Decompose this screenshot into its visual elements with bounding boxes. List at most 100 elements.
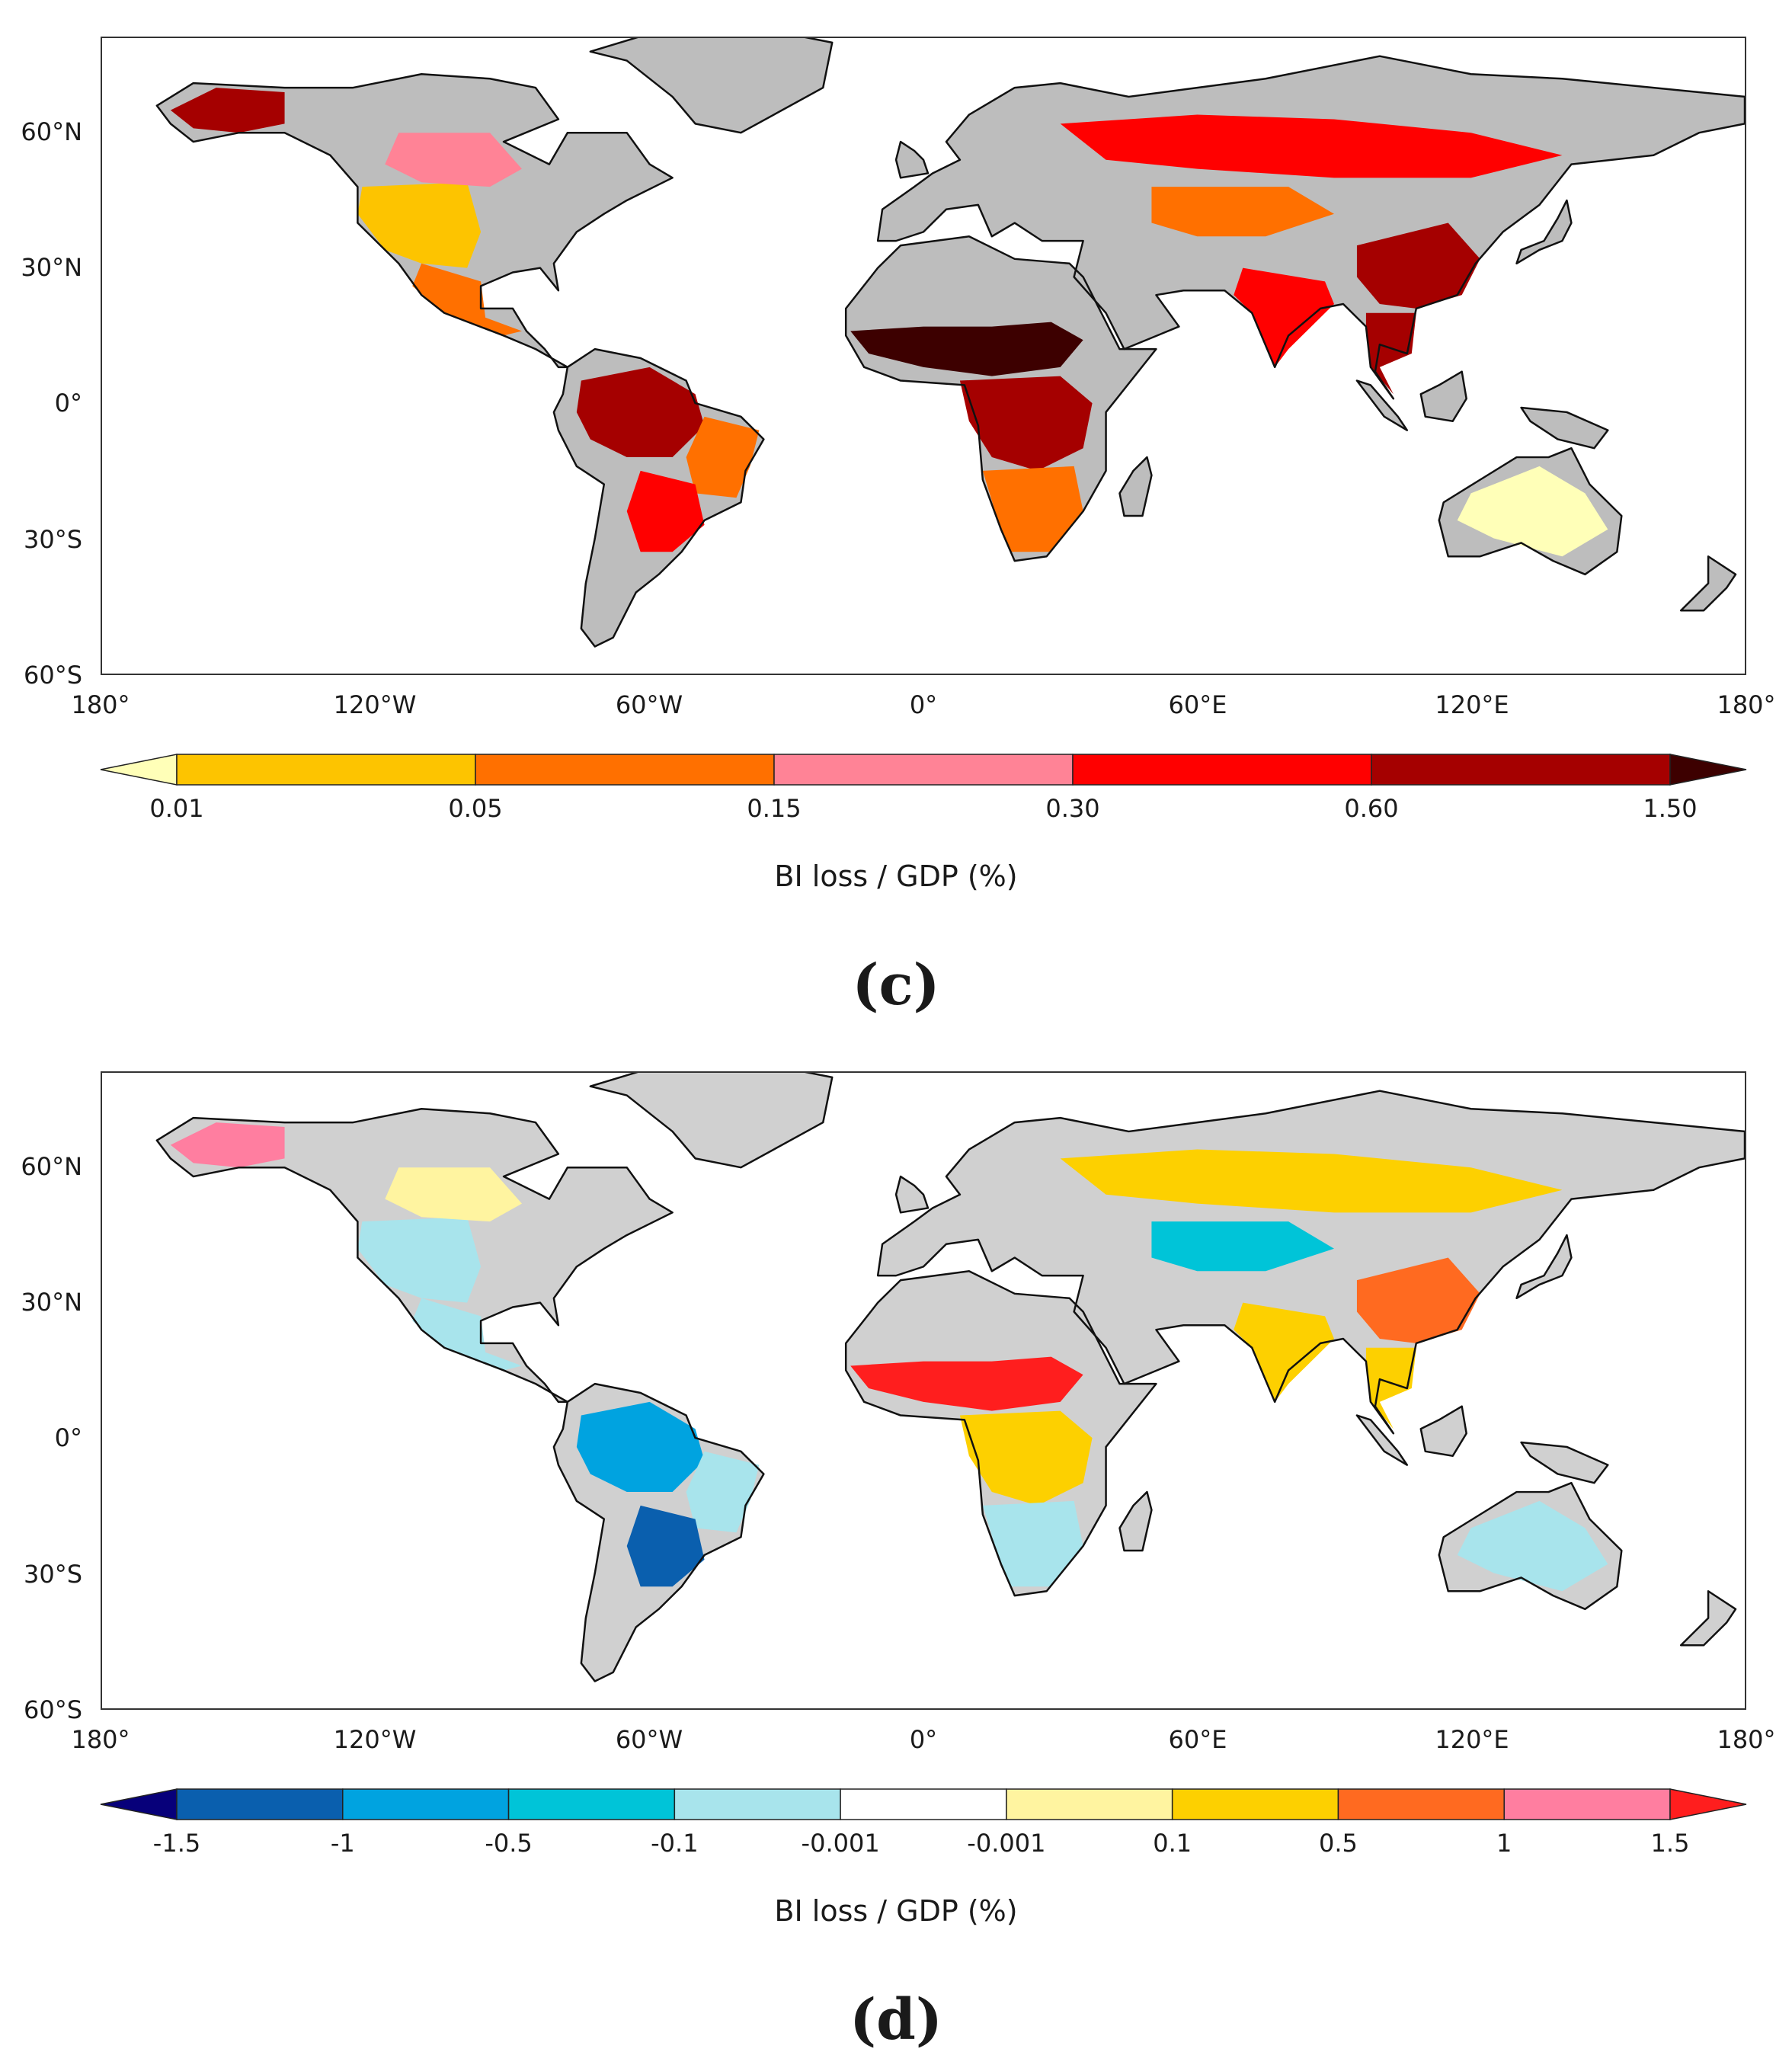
lon-label: 120°W (333, 1725, 417, 1754)
lat-label: 60°N (21, 1151, 82, 1181)
panel-letter: (c) (852, 952, 940, 1018)
colorbar-bin (1072, 754, 1372, 786)
region-india (1234, 1302, 1334, 1402)
colorbar-bin (176, 1788, 344, 1820)
colorbar-bin (674, 1788, 841, 1820)
colorbar-bin (840, 1788, 1007, 1820)
land-japan (1516, 1234, 1572, 1298)
region-southern-africa (982, 1500, 1083, 1587)
land-new-guinea (1521, 407, 1608, 449)
region-central-africa (959, 1410, 1093, 1506)
lat-label: 30°S (23, 1559, 82, 1589)
map-frame (101, 1071, 1746, 1710)
land-madagascar (1119, 1492, 1152, 1551)
region-central-asia (1151, 187, 1334, 237)
lat-label: 60°S (23, 661, 82, 690)
colorbar-tick-label: 1.50 (1643, 794, 1698, 823)
region-layer (170, 88, 1608, 557)
coastline-australia (1438, 1481, 1623, 1611)
region-southeast-asia (1365, 312, 1416, 395)
colorbar-tick-label: 0.30 (1045, 794, 1100, 823)
colorbar-tick-label: -0.001 (801, 1829, 880, 1858)
region-russia (1060, 1149, 1563, 1213)
coastline-borneo (1419, 370, 1467, 423)
colorbar-bin (1503, 1788, 1671, 1820)
lat-label: 30°S (23, 524, 82, 554)
lon-label: 60°W (615, 690, 683, 719)
region-india (1234, 267, 1334, 367)
region-amazon (576, 367, 705, 458)
region-sahel (850, 322, 1083, 376)
region-southern-africa (982, 466, 1083, 552)
colorbar-bin (342, 1788, 510, 1820)
land-greenland (590, 38, 833, 133)
panel-letter: (d) (850, 1987, 942, 2053)
region-amazon (576, 1401, 705, 1493)
coastline-japan (1515, 199, 1573, 265)
colorbar-bin (1337, 1788, 1505, 1820)
colorbar-tick-label: 0.05 (448, 794, 503, 823)
lon-label: 180° (1717, 1725, 1776, 1754)
colorbar-tick-label: -1 (330, 1829, 355, 1858)
land-uk (896, 1176, 928, 1213)
colorbar-graphic (100, 1788, 1747, 1820)
world-map (155, 38, 1745, 648)
lon-label: 60°E (1168, 690, 1227, 719)
coastline-sumatra (1355, 379, 1409, 431)
region-russia (1060, 114, 1563, 178)
lat-label: 60°S (23, 1695, 82, 1724)
colorbar (100, 1788, 1747, 1820)
region-central-canada (385, 1167, 522, 1222)
region-china (1356, 222, 1480, 309)
coastline-new-guinea (1520, 406, 1609, 450)
colorbar-bin (507, 1788, 676, 1820)
lon-label: 120°W (333, 690, 417, 719)
colorbar-label: BI loss / GDP (%) (774, 859, 1018, 893)
colorbar-bin (1006, 1788, 1173, 1820)
colorbar-tick-label: 0.1 (1153, 1829, 1192, 1858)
lon-label: 0° (909, 690, 938, 719)
colorbar-tick-label: -0.1 (651, 1829, 699, 1858)
coastline-new-zealand (1679, 1589, 1737, 1647)
lon-label: 120°E (1435, 690, 1509, 719)
coastline-sumatra (1355, 1414, 1409, 1466)
colorbar-bin (773, 754, 1074, 786)
region-australia (1457, 466, 1608, 557)
colorbar-tick-label: 0.60 (1344, 794, 1399, 823)
colorbar-tick-label: 1.5 (1650, 1829, 1690, 1858)
land-borneo (1420, 1406, 1467, 1456)
coastline-north-america (155, 1108, 674, 1404)
region-mexico (412, 263, 522, 336)
coastline-africa (844, 1270, 1157, 1597)
region-mexico (412, 1298, 522, 1371)
coastline-layer (155, 1073, 1745, 1682)
coastline-japan (1515, 1234, 1573, 1300)
coastline-greenland (589, 38, 834, 134)
coastline-uk (894, 1175, 930, 1214)
coastline-australia (1438, 447, 1623, 576)
coastline-eurasia (876, 55, 1745, 400)
lon-label: 60°W (615, 1725, 683, 1754)
coastline-uk (894, 140, 930, 179)
colorbar-tick-label: -0.5 (485, 1829, 533, 1858)
coastline-new-zealand (1679, 555, 1737, 612)
region-central-canada (385, 133, 522, 187)
lon-label: 180° (1717, 690, 1776, 719)
colorbar-bin (1371, 754, 1671, 786)
coastline-eurasia (876, 1090, 1745, 1435)
coastline-madagascar (1118, 1490, 1153, 1552)
colorbar-extend-high (1669, 754, 1747, 786)
coastline-layer (155, 38, 1745, 648)
lon-label: 60°E (1168, 1725, 1227, 1754)
region-eastern-brazil (686, 416, 760, 498)
region-eastern-brazil (686, 1451, 760, 1533)
region-southeast-asia (1365, 1347, 1416, 1429)
lat-label: 0° (54, 389, 82, 418)
lat-label: 0° (54, 1423, 82, 1453)
colorbar-extend-low (100, 754, 178, 786)
world-map (155, 1073, 1745, 1682)
region-sahel (850, 1356, 1083, 1411)
land-sumatra (1356, 1415, 1407, 1465)
region-la-plata (626, 470, 705, 552)
coastline-new-guinea (1520, 1441, 1609, 1484)
